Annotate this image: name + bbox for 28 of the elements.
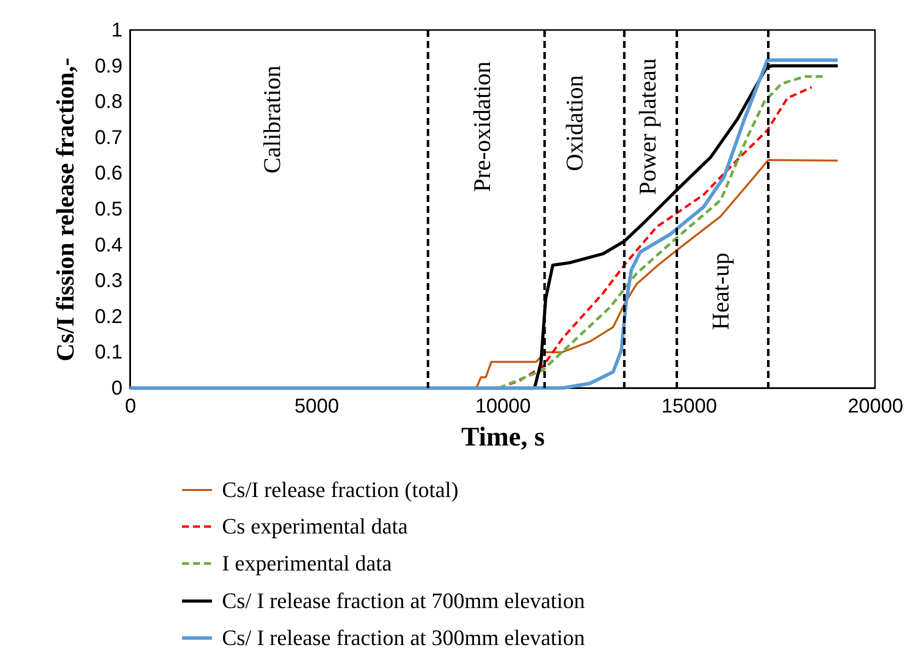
y-tick-label: 0 (111, 378, 122, 400)
y-tick-label: 0.4 (94, 234, 122, 256)
x-tick-label: 15000 (661, 396, 718, 418)
y-axis-title: Cs/I fission release fraction,- (52, 58, 80, 362)
legend-label: I experimental data (222, 550, 392, 576)
y-tick-label: 0.8 (94, 91, 122, 114)
legend-label: Cs/ I release fraction at 300mm elevation (222, 625, 585, 650)
y-tick-label: 1 (111, 20, 122, 42)
x-tick-label: 5000 (294, 396, 339, 418)
annotation: Pre-oxidation (470, 61, 496, 192)
y-tick-label: 0.9 (94, 55, 122, 78)
x-axis-title: Time, s (461, 422, 545, 452)
y-tick-label: 0.2 (94, 306, 122, 328)
annotation: Power plateau (636, 58, 662, 195)
y-tick-label: 0.1 (94, 342, 122, 364)
legend-label: Cs experimental data (222, 514, 408, 538)
annotation: Heat-up (708, 252, 735, 330)
legend-label: Cs/I release fraction (total) (222, 477, 458, 502)
legend-label: Cs/ I release fraction at 700mm elevation (222, 588, 585, 613)
y-tick-label: 0.5 (94, 198, 122, 220)
y-tick-label: 0.6 (94, 162, 122, 185)
annotation: Calibration (260, 66, 286, 174)
x-tick-label: 10000 (475, 396, 531, 418)
x-tick-label: 0 (124, 396, 136, 418)
annotation: Oxidation (562, 75, 589, 172)
y-tick-label: 0.3 (94, 270, 122, 292)
y-tick-label: 0.7 (94, 126, 122, 149)
x-tick-label: 20000 (848, 396, 904, 418)
